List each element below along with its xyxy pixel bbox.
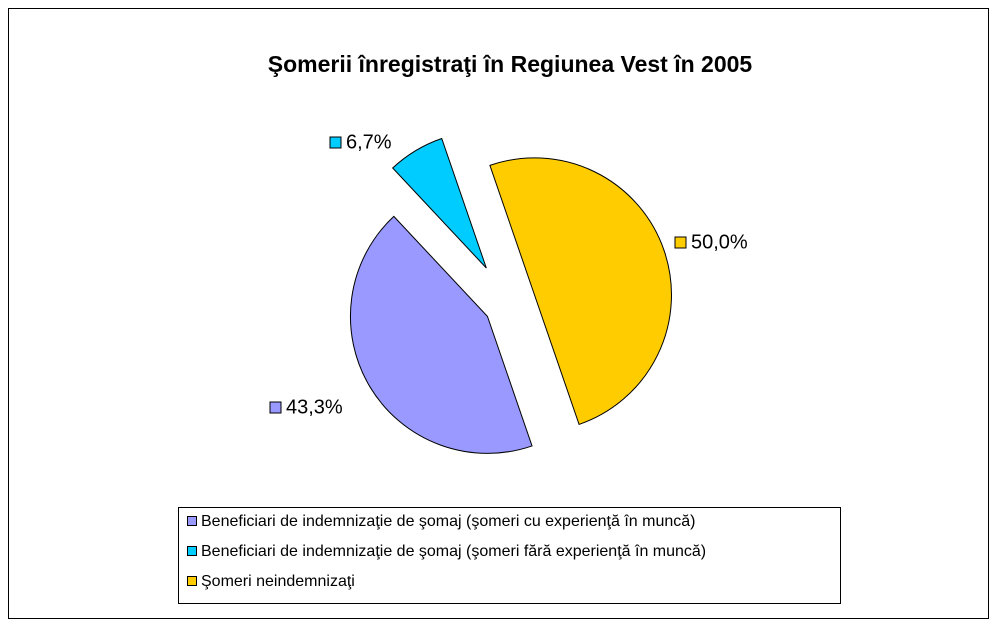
pie-slice: [349, 215, 533, 454]
legend-box: [178, 507, 841, 604]
legend-label: Beneficiari de indemnizaţie de şomaj (şo…: [201, 513, 695, 530]
legend-marker: [187, 546, 197, 556]
legend-label: Beneficiari de indemnizaţie de şomaj (şo…: [201, 543, 706, 560]
label-marker: [329, 136, 342, 149]
label-marker: [269, 401, 282, 414]
legend-marker: [187, 516, 197, 526]
data-label: 6,7%: [346, 131, 392, 153]
data-label: 50,0%: [691, 231, 748, 253]
pie-slice: [391, 137, 487, 269]
chart-title: Şomerii înregistraţi în Regiunea Vest în…: [268, 51, 753, 77]
pie-slice: [489, 157, 672, 426]
label-marker: [674, 236, 687, 249]
legend-marker: [187, 576, 197, 586]
data-label: 43,3%: [286, 396, 343, 418]
legend-label: Şomeri neindemnizaţi: [201, 573, 355, 590]
